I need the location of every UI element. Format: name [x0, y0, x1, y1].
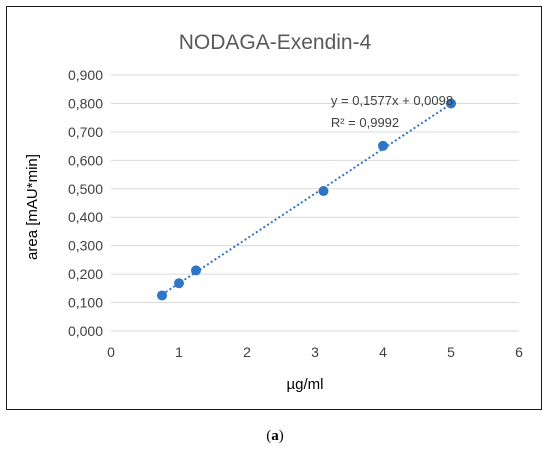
- y-tick-label: 0,500: [68, 181, 103, 197]
- caption-close: ): [278, 428, 284, 444]
- x-tick-label: 6: [515, 344, 523, 360]
- trendline: [161, 103, 452, 296]
- gridlines: [111, 74, 519, 332]
- data-point: [174, 278, 184, 289]
- chart-frame: NODAGA-Exendin-4 0,000 0,100 0,200 0,300 0,4…: [6, 6, 542, 410]
- data-point: [446, 98, 456, 109]
- data-point: [378, 140, 388, 151]
- x-axis-ticks: 0 1 2 3 4 5 6: [107, 344, 523, 360]
- data-points: [157, 98, 456, 301]
- y-tick-label: 0,100: [68, 295, 103, 311]
- y-axis-title: area [mAU*min]: [24, 154, 41, 260]
- caption-open: (: [266, 428, 272, 444]
- y-axis-ticks: 0,000 0,100 0,200 0,300 0,400 0,500 0,600 0,700…: [68, 67, 103, 339]
- y-tick-label: 0,300: [68, 238, 103, 254]
- trendline-equation: y = 0,1577x + 0,0098: [331, 93, 453, 108]
- x-tick-label: 0: [107, 344, 115, 360]
- y-tick-label: 0,800: [68, 95, 103, 111]
- y-tick-label: 0,200: [68, 266, 103, 282]
- data-point: [318, 186, 329, 197]
- y-tick-label: 0,700: [68, 124, 103, 140]
- trendline-r2: R² = 0,9992: [331, 115, 399, 130]
- figure-caption: (a): [0, 428, 550, 445]
- scatter-chart: NODAGA-Exendin-4 0,000 0,100 0,200 0,300 0,4…: [24, 31, 523, 393]
- data-point: [191, 265, 201, 276]
- x-tick-label: 4: [379, 344, 387, 360]
- data-point: [157, 290, 167, 301]
- y-tick-label: 0,000: [68, 323, 103, 339]
- y-tick-label: 0,600: [68, 152, 103, 168]
- y-tick-label: 0,900: [68, 67, 103, 83]
- x-tick-label: 2: [243, 344, 251, 360]
- y-tick-label: 0,400: [68, 209, 103, 225]
- x-axis-title: µg/ml: [287, 376, 324, 393]
- x-tick-label: 3: [311, 344, 319, 360]
- caption-letter: a: [271, 428, 279, 444]
- trendline-layer: [161, 103, 452, 296]
- x-tick-label: 5: [447, 344, 455, 360]
- x-tick-label: 1: [175, 344, 183, 360]
- chart-title: NODAGA-Exendin-4: [179, 31, 372, 54]
